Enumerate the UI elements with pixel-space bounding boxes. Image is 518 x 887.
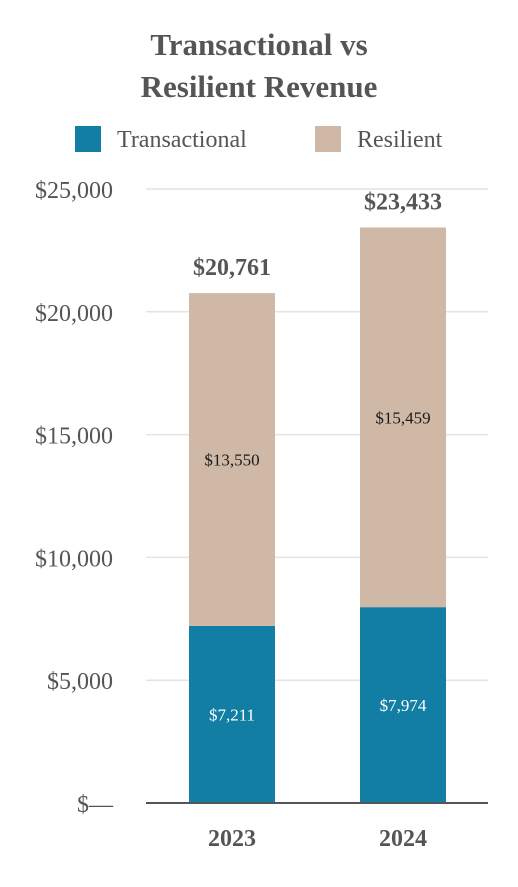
y-axis: $— $5,000 $10,000 $15,000 $20,000 $25,000 [35,178,114,818]
y-tick-label: $— [77,792,114,818]
legend-swatch-transactional [75,126,101,152]
bar-transactional-2023 [189,625,275,803]
chart-title-line: Resilient Revenue [141,69,378,104]
y-tick-label: $20,000 [35,301,113,327]
total-label-2024: $23,433 [364,189,442,215]
bars [189,227,446,803]
bar-resilient-2023 [189,293,275,626]
x-tick-label: 2023 [208,826,256,852]
total-label-2023: $20,761 [193,255,271,281]
chart-title-line: Transactional vs [150,27,367,62]
data-labels: $7,211 $13,550 $20,761 $7,974 $15,459 $23,433 [193,189,442,724]
legend-swatch-resilient [315,126,341,152]
y-tick-label: $5,000 [47,669,113,695]
bar-resilient-2024 [360,227,446,608]
data-label-resilient-2024: $15,459 [375,408,430,427]
y-tick-label: $15,000 [35,424,113,450]
legend-label-resilient: Resilient [357,127,443,153]
data-label-transactional-2023: $7,211 [209,705,255,724]
data-label-transactional-2024: $7,974 [380,696,427,715]
y-tick-label: $10,000 [35,546,113,572]
y-tick-label: $25,000 [35,178,113,204]
x-axis: 2023 2024 [146,802,488,852]
legend: Transactional Resilient [75,126,443,153]
bar-transactional-2024 [360,607,446,803]
x-tick-label: 2024 [379,826,427,852]
legend-label-transactional: Transactional [117,127,247,153]
data-label-resilient-2023: $13,550 [204,451,259,470]
chart-title: Transactional vs Resilient Revenue [141,27,378,104]
